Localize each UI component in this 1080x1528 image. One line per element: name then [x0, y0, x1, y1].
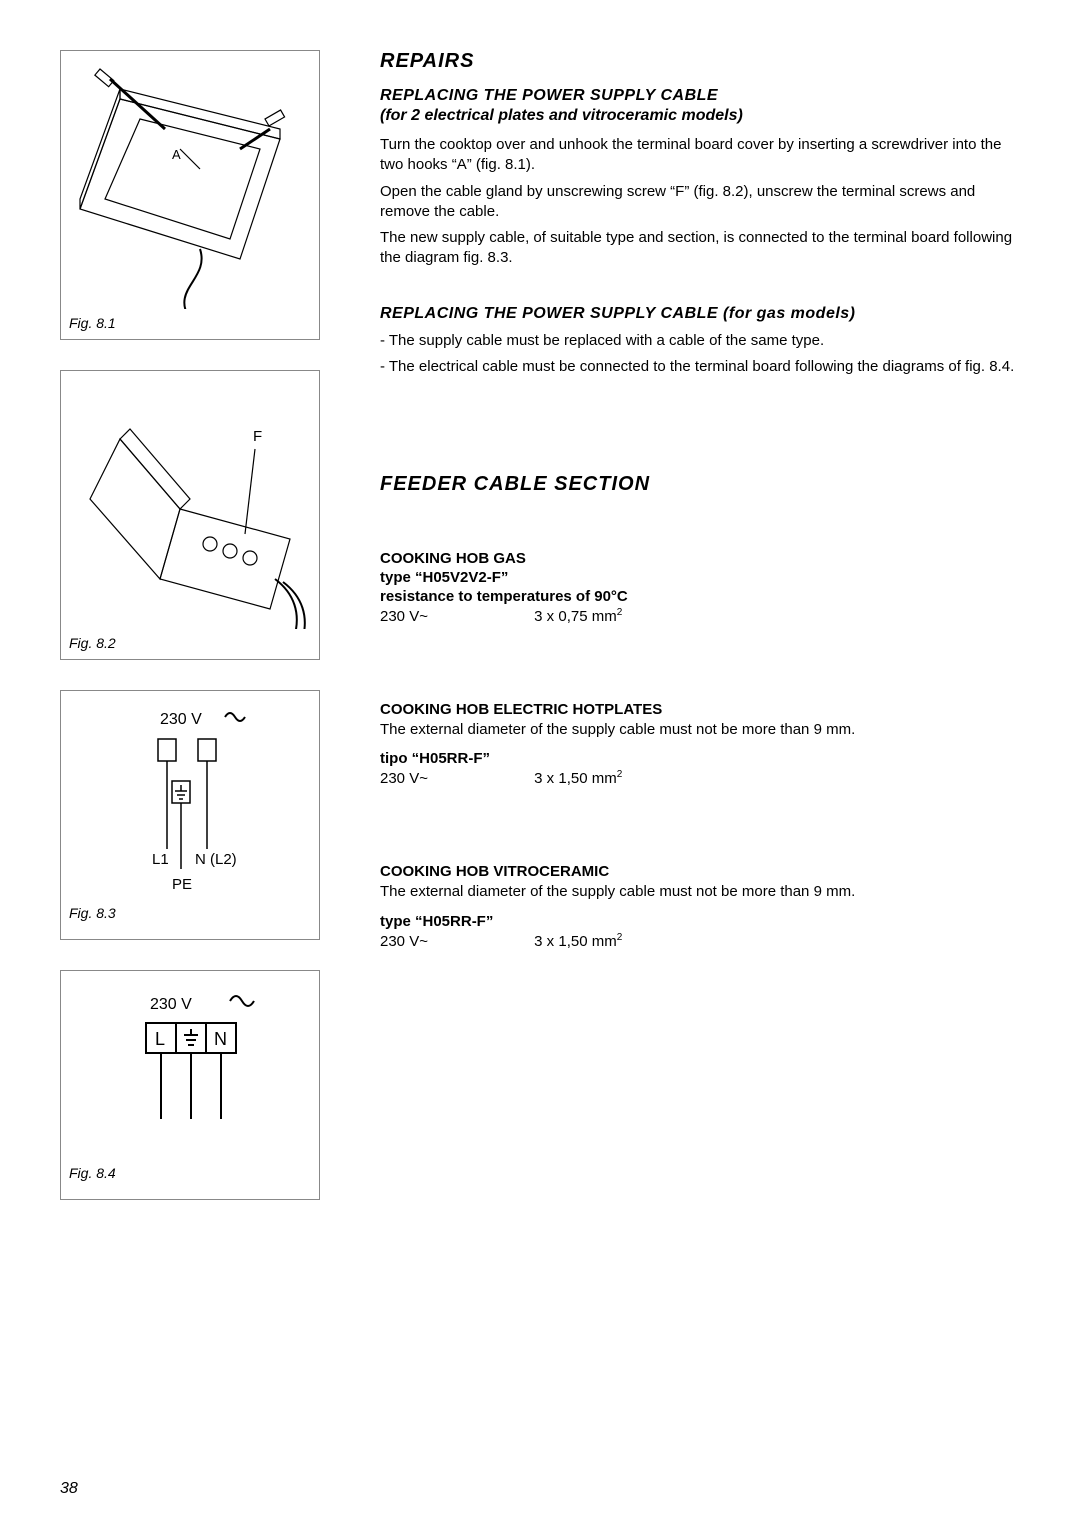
- marker-a: A: [172, 147, 181, 162]
- gas-type-line: type “H05V2V2-F”: [380, 569, 1020, 586]
- fig-8-3-label: Fig. 8.3: [69, 905, 311, 921]
- fig4-l: L: [155, 1029, 165, 1049]
- gas-bullet1: - The supply cable must be replaced with…: [380, 331, 1020, 351]
- gas-voltage: 230 V~: [380, 608, 530, 625]
- vitro-note: The external diameter of the supply cabl…: [380, 882, 1020, 902]
- fig3-l1: L1: [152, 851, 169, 868]
- fig-8-4-label: Fig. 8.4: [69, 1165, 311, 1181]
- repairs-title: REPAIRS: [380, 50, 1020, 73]
- figure-8-3: 230 V L: [60, 690, 320, 940]
- electric-voltage: 230 V~: [380, 770, 530, 787]
- vitro-spec: 230 V~ 3 x 1,50 mm2: [380, 932, 1020, 950]
- electric-hob-heading: COOKING HOB ELECTRIC HOTPLATES: [380, 701, 1020, 718]
- fig-8-1-svg: A: [70, 59, 310, 309]
- replace-sub: (for 2 electrical plates and vitrocerami…: [380, 107, 1020, 125]
- gas-bullet2: - The electrical cable must be connected…: [380, 357, 1020, 377]
- vitro-hob-heading: COOKING HOB VITROCERAMIC: [380, 863, 1020, 880]
- repairs-para2: Open the cable gland by unscrewing screw…: [380, 182, 1020, 223]
- gas-spec: 230 V~ 3 x 0,75 mm2: [380, 607, 1020, 625]
- marker-f: F: [253, 428, 262, 445]
- figure-8-4: 230 V L N: [60, 970, 320, 1200]
- right-column: REPAIRS REPLACING THE POWER SUPPLY CABLE…: [380, 50, 1020, 1230]
- fig-8-1-label: Fig. 8.1: [69, 315, 311, 331]
- page-number: 38: [60, 1480, 78, 1498]
- fig4-voltage: 230 V: [150, 996, 192, 1013]
- gas-hob-heading: COOKING HOB GAS: [380, 550, 1020, 567]
- repairs-para1: Turn the cooktop over and unhook the ter…: [380, 135, 1020, 176]
- gas-spec-sup: 2: [617, 607, 623, 618]
- gas-resist-line: resistance to temperatures of 90°C: [380, 588, 1020, 605]
- gas-heading: REPLACING THE POWER SUPPLY CABLE (for ga…: [380, 305, 1020, 323]
- fig3-n: N (L2): [195, 851, 237, 868]
- fig-8-2-svg: F: [70, 379, 310, 629]
- page-layout: A Fig. 8.1: [60, 50, 1020, 1230]
- repairs-para3: The new supply cable, of suitable type a…: [380, 228, 1020, 269]
- electric-spec-sup: 2: [617, 769, 623, 780]
- figure-8-2: F Fig. 8.2: [60, 370, 320, 660]
- fig-8-3-svg: 230 V L: [80, 699, 300, 899]
- fig3-pe: PE: [172, 876, 192, 893]
- vitro-spec-sup: 2: [617, 932, 623, 943]
- electric-type-line: tipo “H05RR-F”: [380, 750, 1020, 767]
- electric-note: The external diameter of the supply cabl…: [380, 720, 1020, 740]
- fig-8-2-label: Fig. 8.2: [69, 635, 311, 651]
- electric-spec-val: 3 x 1,50 mm: [534, 770, 617, 787]
- fig3-voltage: 230 V: [160, 711, 202, 728]
- fig-8-4-svg: 230 V L N: [80, 979, 300, 1159]
- feeder-title: FEEDER CABLE SECTION: [380, 473, 1020, 496]
- fig4-n: N: [214, 1029, 227, 1049]
- left-column: A Fig. 8.1: [60, 50, 340, 1230]
- figure-8-1: A Fig. 8.1: [60, 50, 320, 340]
- gas-spec-val: 3 x 0,75 mm: [534, 608, 617, 625]
- vitro-type-line: type “H05RR-F”: [380, 913, 1020, 930]
- vitro-voltage: 230 V~: [380, 933, 530, 950]
- electric-spec: 230 V~ 3 x 1,50 mm2: [380, 769, 1020, 787]
- replace-heading: REPLACING THE POWER SUPPLY CABLE: [380, 87, 1020, 105]
- vitro-spec-val: 3 x 1,50 mm: [534, 933, 617, 950]
